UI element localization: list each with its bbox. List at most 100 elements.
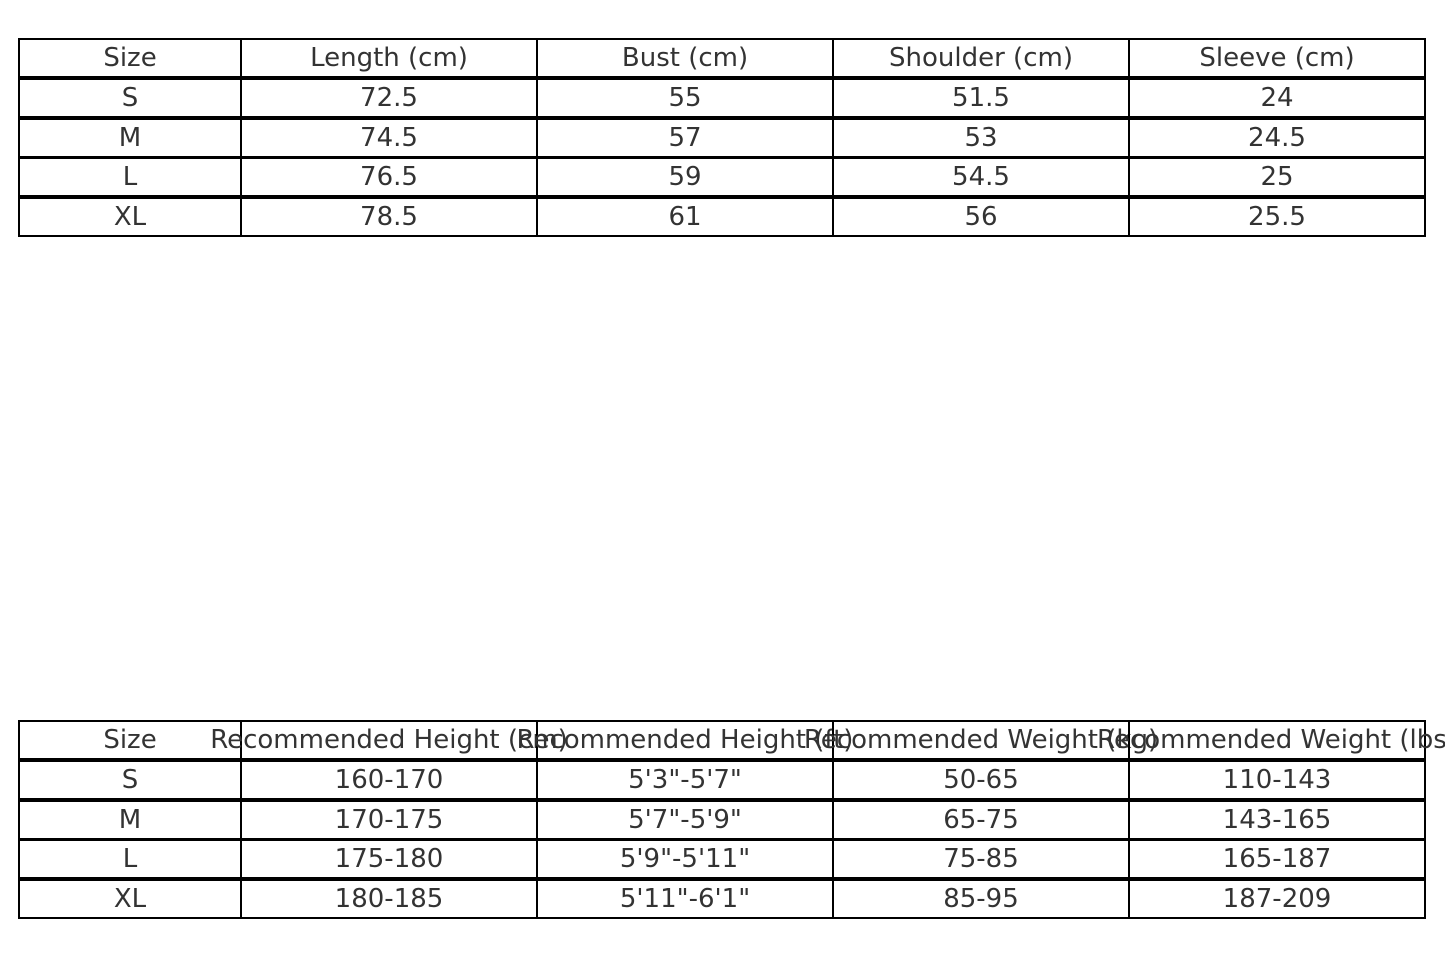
table-cell: 61 bbox=[536, 197, 834, 238]
cell-text: XL bbox=[113, 884, 147, 915]
cell-text: 76.5 bbox=[360, 162, 418, 193]
table-cell: 175-180 bbox=[240, 839, 538, 880]
table-cell: 24.5 bbox=[1128, 117, 1426, 158]
table-cell: 57 bbox=[536, 117, 834, 158]
cell-text: 5'9"-5'11" bbox=[619, 844, 751, 875]
table-row: M 74.5 57 53 24.5 bbox=[18, 117, 1426, 158]
header-cell: Sleeve (cm) bbox=[1128, 38, 1426, 78]
table-cell: 25.5 bbox=[1128, 197, 1426, 238]
cell-text: 180-185 bbox=[334, 884, 444, 915]
header-cell: Recommended Height (cm) bbox=[210, 720, 568, 760]
cell-text: 5'7"-5'9" bbox=[628, 804, 742, 835]
table-cell: XL bbox=[18, 879, 242, 920]
table-cell: 65-75 bbox=[832, 799, 1130, 840]
table-row: S 160-170 5'3"-5'7" 50-65 110-143 bbox=[18, 759, 1426, 800]
table-cell: M bbox=[18, 799, 242, 840]
header-cell: Recommended Weight (lbs) bbox=[1097, 720, 1445, 760]
cell-text: Recommended Height (cm) bbox=[210, 725, 568, 755]
table-cell: S bbox=[18, 77, 242, 118]
cell-text: Length (cm) bbox=[310, 43, 468, 73]
table-cell: 51.5 bbox=[832, 77, 1130, 118]
table-cell: 50-65 bbox=[832, 759, 1130, 800]
cell-text: 56 bbox=[964, 202, 998, 233]
table-cell: 180-185 bbox=[240, 879, 538, 920]
cell-text: 25.5 bbox=[1248, 202, 1306, 233]
cell-text: 143-165 bbox=[1222, 804, 1332, 835]
cell-text: Bust (cm) bbox=[621, 43, 749, 73]
cell-text: Size bbox=[103, 725, 157, 755]
cell-text: 170-175 bbox=[334, 804, 444, 835]
table-cell: 85-95 bbox=[832, 879, 1130, 920]
cell-text: 165-187 bbox=[1222, 844, 1332, 875]
cell-text: 54.5 bbox=[952, 162, 1010, 193]
header-cell: Recommended Weight (kg) bbox=[804, 720, 1158, 760]
table-cell: 75-85 bbox=[832, 839, 1130, 880]
cell-text: S bbox=[121, 82, 139, 113]
table-cell: 5'3"-5'7" bbox=[536, 759, 834, 800]
table-cell: 78.5 bbox=[240, 197, 538, 238]
header-cell: Shoulder (cm) bbox=[832, 38, 1130, 78]
table-cell: S bbox=[18, 759, 242, 800]
cell-text: Recommended Weight (lbs) bbox=[1097, 725, 1445, 755]
table-cell: 5'11"-6'1" bbox=[536, 879, 834, 920]
table-row: XL 180-185 5'11"-6'1" 85-95 187-209 bbox=[18, 879, 1426, 920]
table-cell: 25 bbox=[1128, 157, 1426, 198]
table-cell: 170-175 bbox=[240, 799, 538, 840]
table-cell: 5'7"-5'9" bbox=[536, 799, 834, 840]
header-row: Size Recommended Height (cm) Recommended H… bbox=[18, 720, 1445, 760]
cell-text: 50-65 bbox=[943, 764, 1019, 795]
cell-text: Shoulder (cm) bbox=[889, 43, 1073, 73]
header-row: Size Length (cm) Bust (cm) Shoulder (cm) Sle… bbox=[18, 38, 1426, 78]
table-row: XL 78.5 61 56 25.5 bbox=[18, 197, 1426, 238]
cell-text: Recommended Weight (kg) bbox=[803, 725, 1159, 755]
cell-text: 24 bbox=[1260, 82, 1294, 113]
table-row: L 76.5 59 54.5 25 bbox=[18, 157, 1426, 198]
table-cell: 72.5 bbox=[240, 77, 538, 118]
table-cell: L bbox=[18, 839, 242, 880]
table-cell: 54.5 bbox=[832, 157, 1130, 198]
table-cell: 5'9"-5'11" bbox=[536, 839, 834, 880]
table-row: S 72.5 55 51.5 24 bbox=[18, 77, 1426, 118]
header-cell: Size bbox=[18, 38, 242, 78]
header-cell: Bust (cm) bbox=[536, 38, 834, 78]
table-cell: 56 bbox=[832, 197, 1130, 238]
table-cell: 110-143 bbox=[1128, 759, 1426, 800]
cell-text: 61 bbox=[668, 202, 702, 233]
table-row: L 175-180 5'9"-5'11" 75-85 165-187 bbox=[18, 839, 1426, 880]
table-cell: 59 bbox=[536, 157, 834, 198]
cell-text: 110-143 bbox=[1222, 764, 1332, 795]
table-cell: 143-165 bbox=[1128, 799, 1426, 840]
cell-text: 5'11"-6'1" bbox=[619, 884, 751, 915]
cell-text: 75-85 bbox=[943, 844, 1019, 875]
cell-text: 24.5 bbox=[1248, 122, 1306, 153]
header-cell: Recommended Height (ft) bbox=[517, 720, 853, 760]
cell-text: 53 bbox=[964, 122, 998, 153]
cell-text: XL bbox=[113, 202, 147, 233]
table-cell: 76.5 bbox=[240, 157, 538, 198]
table-cell: 55 bbox=[536, 77, 834, 118]
cell-text: 57 bbox=[668, 122, 702, 153]
cell-text: 187-209 bbox=[1222, 884, 1332, 915]
cell-text: 59 bbox=[668, 162, 702, 193]
table-cell: 165-187 bbox=[1128, 839, 1426, 880]
cell-text: L bbox=[122, 162, 138, 193]
cell-text: M bbox=[118, 122, 142, 153]
header-cell: Size bbox=[18, 720, 242, 760]
cell-text: 175-180 bbox=[334, 844, 444, 875]
cell-text: Size bbox=[103, 43, 157, 73]
cell-text: Recommended Height (ft) bbox=[516, 725, 854, 755]
cell-text: L bbox=[122, 844, 138, 875]
table-cell: 24 bbox=[1128, 77, 1426, 118]
table-cell: M bbox=[18, 117, 242, 158]
cell-text: M bbox=[118, 804, 142, 835]
header-cell: Length (cm) bbox=[240, 38, 538, 78]
table-cell: 53 bbox=[832, 117, 1130, 158]
table-row: M 170-175 5'7"-5'9" 65-75 143-165 bbox=[18, 799, 1426, 840]
cell-text: 72.5 bbox=[360, 82, 418, 113]
cell-text: 65-75 bbox=[943, 804, 1019, 835]
table-cell: 160-170 bbox=[240, 759, 538, 800]
cell-text: 85-95 bbox=[943, 884, 1019, 915]
table-cell: L bbox=[18, 157, 242, 198]
table-cell: 74.5 bbox=[240, 117, 538, 158]
table-cell: XL bbox=[18, 197, 242, 238]
